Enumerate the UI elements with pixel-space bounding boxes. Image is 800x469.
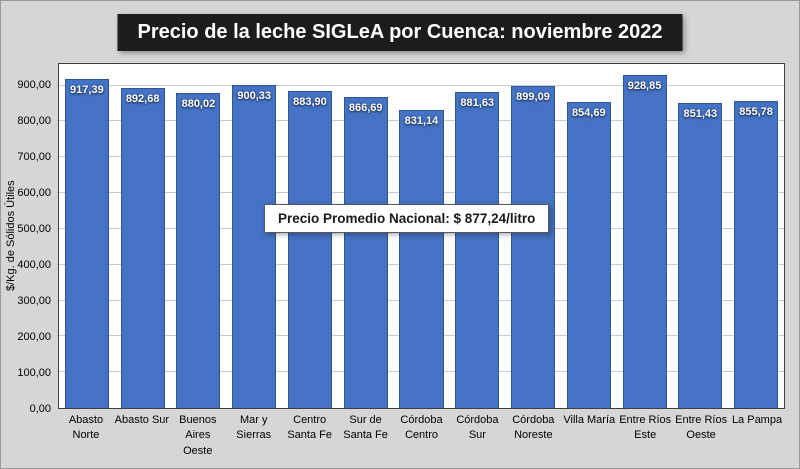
bar-value-label: 855,78 [739, 106, 773, 119]
x-tick-label: Córdoba Sur [456, 414, 499, 442]
y-tick-label: 0,00 [29, 403, 51, 415]
y-tick-label: 500,00 [17, 222, 51, 235]
bar-cell: 881,63 [449, 64, 505, 408]
bar-13: 855,78 [734, 101, 779, 408]
gridline [59, 84, 784, 86]
bar-cell: 854,69 [561, 64, 617, 408]
x-axis-labels: Abasto Norte Abasto Sur Buenos Aires Oeste… [58, 413, 785, 459]
x-tick-label: Centro Santa Fe [287, 414, 332, 442]
bar-cell: 866,69 [338, 64, 394, 408]
x-tick-label: La Pampa [731, 414, 783, 426]
bar-3: 880,02 [176, 92, 221, 408]
bar-value-label: 831,14 [404, 115, 439, 128]
bar-value-label: 881,63 [460, 97, 495, 110]
x-tick-label: Mar y Sierras [236, 414, 272, 442]
bar-cell: 928,85 [617, 64, 673, 408]
bar-1: 917,39 [64, 79, 109, 408]
bar-value-label: 851,43 [683, 107, 718, 120]
x-tick-label: Sur de Santa Fe [343, 414, 388, 442]
y-tick-label: 300,00 [17, 294, 51, 307]
bar-4: 900,33 [232, 85, 277, 408]
y-tick-label: 200,00 [17, 330, 51, 343]
bar-cell: 880,02 [171, 64, 227, 408]
x-tick-label: Entre Ríos Este [619, 414, 672, 442]
bar-9: 899,09 [510, 85, 556, 408]
bar-8: 881,63 [455, 92, 500, 408]
bar-value-label: 892,68 [125, 93, 160, 106]
y-tick-label: 800,00 [17, 114, 51, 127]
national-average-annotation: Precio Promedio Nacional: $ 877,24/litro [264, 204, 550, 233]
x-tick-label: Córdoba Centro [400, 414, 443, 442]
bar-value-label: 866,69 [348, 102, 383, 115]
bar-cell: 900,33 [226, 64, 282, 408]
bar-value-label: 883,90 [293, 96, 327, 109]
bar-value-label: 854,69 [571, 106, 606, 119]
x-tick-label: Buenos Aires Oeste [179, 414, 217, 457]
bar-cell: 899,09 [505, 64, 561, 408]
bar-cell: 831,14 [394, 64, 450, 408]
bar-6: 866,69 [343, 97, 388, 408]
bar-cell: 917,39 [59, 64, 115, 408]
bar-cell: 892,68 [115, 64, 171, 408]
bar-cell: 851,43 [672, 64, 728, 408]
bar-2: 892,68 [120, 88, 165, 408]
bar-value-label: 899,09 [516, 90, 550, 103]
chart-title: Precio de la leche SIGLeA por Cuenca: no… [117, 14, 683, 51]
bar-10: 854,69 [566, 101, 611, 408]
bar-12: 851,43 [678, 102, 723, 408]
bar-value-label: 928,85 [627, 80, 662, 93]
y-axis-ticks: 0,00 100,00 200,00 300,00 400,00 500,00 600,00… [15, 63, 55, 415]
bar-cell: 855,78 [728, 64, 784, 408]
y-tick-label: 100,00 [17, 366, 51, 379]
bar-value-label: 880,02 [181, 97, 216, 110]
bar-value-label: 900,33 [237, 90, 271, 103]
y-tick-label: 700,00 [17, 150, 51, 163]
bar-series: 917,39 892,68 880,02 900,33 883,90 866,69 831,… [59, 64, 784, 408]
x-tick-label: Villa María [563, 414, 616, 426]
y-tick-label: 900,00 [17, 78, 51, 91]
bar-11: 928,85 [622, 75, 667, 408]
bar-5: 883,90 [287, 91, 332, 408]
x-tick-label: Abasto Norte [68, 414, 104, 442]
x-tick-label: Córdoba Noreste [512, 414, 555, 442]
bar-cell: 883,90 [282, 64, 338, 408]
y-tick-label: 400,00 [17, 258, 51, 271]
x-tick-label: Abasto Sur [114, 414, 170, 426]
bar-7: 831,14 [399, 110, 444, 408]
plot-area: 917,39 892,68 880,02 900,33 883,90 866,69 831,… [58, 63, 785, 409]
y-tick-label: 600,00 [17, 186, 51, 199]
x-tick-label: Entre Ríos Oeste [675, 414, 728, 442]
bar-value-label: 917,39 [70, 84, 104, 97]
